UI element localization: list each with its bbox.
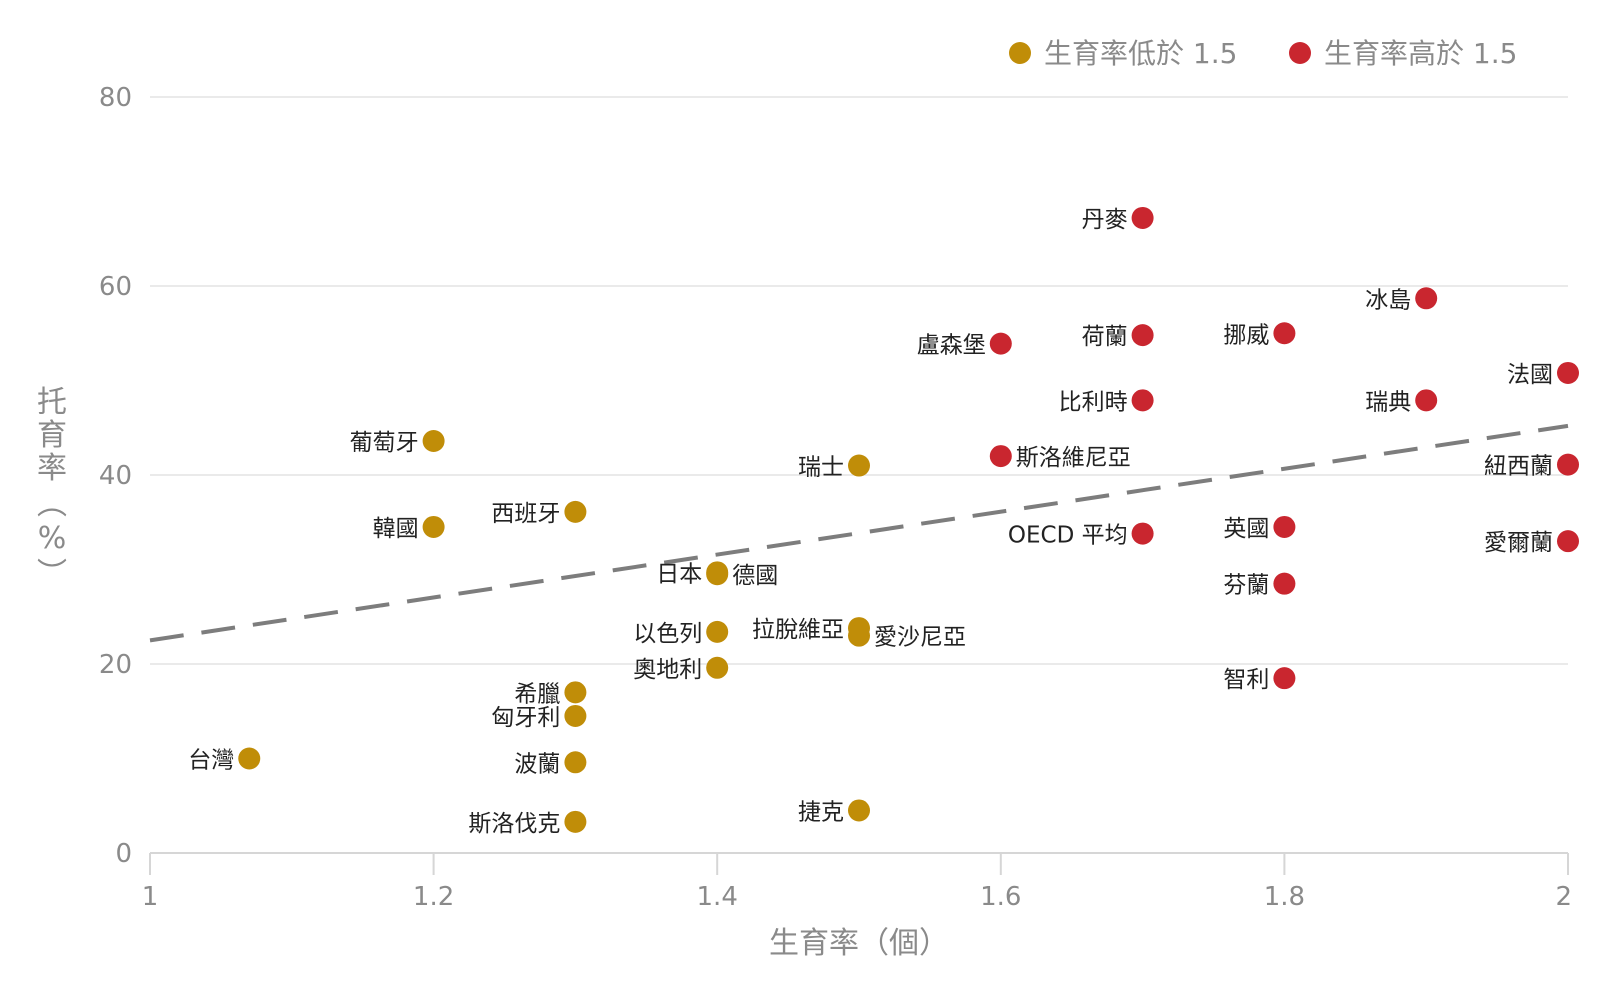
data-point-label: 紐西蘭: [1484, 454, 1553, 480]
data-point-label: 荷蘭: [1082, 324, 1128, 350]
y-tick-label: 80: [99, 83, 132, 113]
x-tick-label: 2: [1555, 882, 1572, 912]
data-point-label: 德國: [732, 563, 778, 589]
data-point: [1415, 389, 1438, 412]
data-point-label: 英國: [1223, 516, 1269, 542]
data-point: [1273, 572, 1296, 595]
data-point: [1131, 522, 1154, 545]
data-point-label: 瑞士: [798, 455, 844, 481]
x-tick-label: 1.4: [697, 882, 738, 912]
data-point-label: 智利: [1223, 667, 1269, 693]
trend-line: [149, 423, 1569, 643]
data-point-label: 丹麥: [1082, 207, 1128, 233]
data-point: [564, 681, 587, 704]
data-point: [706, 656, 729, 679]
data-point: [1415, 287, 1438, 310]
data-point-label: 日本: [656, 561, 702, 587]
data-point-label: 法國: [1507, 362, 1553, 388]
data-point: [422, 515, 445, 538]
data-point: [1557, 530, 1579, 553]
data-point: [1131, 389, 1154, 412]
data-point: [1273, 667, 1296, 690]
data-point-label: OECD 平均: [1008, 523, 1128, 549]
data-point-label: 以色列: [633, 621, 702, 647]
data-point-label: 瑞典: [1365, 389, 1411, 415]
data-point: [564, 500, 587, 523]
data-point: [1557, 453, 1579, 476]
data-point: [1131, 206, 1154, 229]
data-point: [706, 563, 729, 586]
data-point-label: 芬蘭: [1223, 573, 1269, 599]
y-axis-title-char: ︶: [37, 557, 67, 592]
data-point-label: 愛爾蘭: [1484, 530, 1553, 556]
data-point-label: 波蘭: [514, 751, 560, 777]
data-point: [848, 624, 870, 647]
x-tick-label: 1: [142, 882, 159, 912]
data-point: [706, 620, 729, 643]
data-point: [848, 799, 870, 822]
data-point-label: 希臘: [514, 681, 560, 707]
legend-marker: [1009, 42, 1031, 64]
data-point-label: 斯洛維尼亞: [1016, 445, 1131, 471]
data-point-label: 挪威: [1223, 322, 1269, 348]
axis-layer: 0 20 40 60 80 1 1.2 1.4 1.6 1.8 2: [99, 83, 1572, 912]
legend-label: 生育率低於 1.5: [1044, 37, 1237, 70]
y-tick-label: 20: [99, 650, 132, 680]
data-point: [1273, 322, 1296, 345]
y-axis-title-char: 率: [37, 451, 67, 486]
data-point-label: 拉脫維亞: [752, 617, 844, 643]
y-axis-title-char: ︵: [37, 487, 67, 522]
data-point-label: 韓國: [373, 516, 419, 542]
data-point: [1131, 324, 1154, 347]
data-point-label: 匈牙利: [491, 705, 560, 731]
x-axis-title: 生育率（個）: [769, 926, 949, 961]
legend: 生育率低於 1.5 生育率高於 1.5: [1009, 37, 1517, 70]
y-axis-title-char: 托: [37, 385, 67, 420]
data-point: [848, 454, 870, 477]
data-point-label: 捷克: [798, 799, 844, 825]
legend-label: 生育率高於 1.5: [1324, 37, 1517, 70]
data-point-label: 盧森堡: [917, 333, 986, 359]
x-tick-label: 1.8: [1264, 882, 1305, 912]
data-point: [564, 704, 587, 727]
data-point: [1557, 361, 1579, 384]
data-point: [1273, 515, 1296, 538]
data-point-label: 斯洛伐克: [468, 811, 560, 837]
y-tick-label: 0: [115, 839, 132, 869]
legend-marker: [1289, 42, 1311, 64]
data-point: [422, 429, 445, 452]
data-point-label: 葡萄牙: [350, 430, 419, 456]
data-point-label: 西班牙: [491, 501, 560, 527]
data-point-label: 奧地利: [633, 657, 702, 683]
x-tick-label: 1.6: [980, 882, 1021, 912]
data-point-label: 愛沙尼亞: [874, 625, 966, 651]
data-point-label: 比利時: [1059, 389, 1128, 415]
data-point: [989, 445, 1012, 468]
data-point: [989, 332, 1012, 355]
data-point-label: 台灣: [188, 748, 234, 774]
data-point-label: 冰島: [1365, 287, 1411, 313]
y-axis-title-char: 育: [37, 418, 67, 453]
data-point: [238, 747, 261, 770]
grid-layer: [150, 96, 1568, 665]
x-tick-label: 1.2: [413, 882, 454, 912]
y-tick-label: 60: [99, 272, 132, 302]
y-axis-title-char: %: [38, 521, 67, 556]
y-tick-label: 40: [99, 461, 132, 491]
data-point: [564, 810, 587, 833]
data-point: [564, 751, 587, 774]
